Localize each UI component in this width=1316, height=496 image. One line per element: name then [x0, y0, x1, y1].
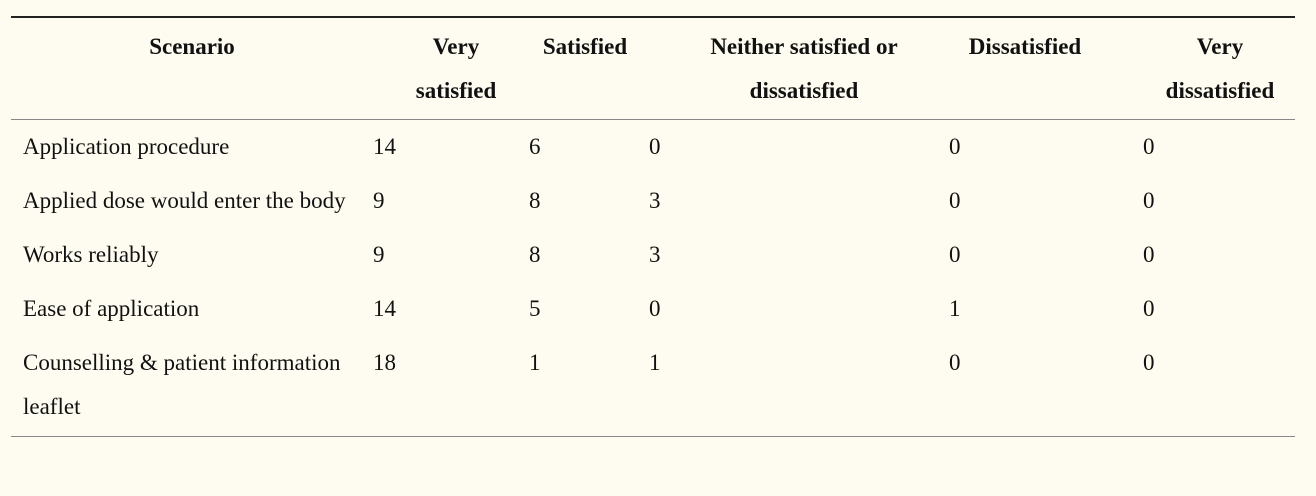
cell-scenario: Counselling & patient information leafle…: [23, 350, 341, 419]
cell-dissatisfied: 0: [949, 242, 961, 267]
cell-neither: 1: [649, 350, 661, 375]
cell-dissatisfied: 1: [949, 296, 961, 321]
cell-satisfied: 1: [529, 350, 541, 375]
cell-very-satisfied: 9: [373, 188, 385, 213]
table-body: Application procedure 14 6 0 0 0 Applied…: [11, 120, 1295, 437]
cell-dissatisfied: 0: [949, 188, 961, 213]
cell-dissatisfied: 0: [949, 350, 961, 375]
table-row: Application procedure 14 6 0 0 0: [11, 120, 1295, 175]
header-neither: Neither satisfied or dissatisfied: [710, 34, 898, 103]
header-very-satisfied: Very satisfied: [415, 34, 497, 103]
header-row: Scenario Very satisfied Satisfied Neithe…: [11, 17, 1295, 120]
cell-very-dissatisfied: 0: [1143, 242, 1155, 267]
cell-very-satisfied: 14: [373, 296, 396, 321]
cell-satisfied: 5: [529, 296, 541, 321]
cell-scenario: Application procedure: [23, 134, 230, 159]
table-header: Scenario Very satisfied Satisfied Neithe…: [11, 17, 1295, 120]
cell-neither: 3: [649, 242, 661, 267]
cell-very-dissatisfied: 0: [1143, 296, 1155, 321]
cell-neither: 0: [649, 296, 661, 321]
cell-neither: 0: [649, 134, 661, 159]
cell-very-satisfied: 9: [373, 242, 385, 267]
header-dissatisfied: Dissatisfied: [968, 34, 1082, 59]
satisfaction-table: Scenario Very satisfied Satisfied Neithe…: [11, 16, 1295, 437]
cell-satisfied: 8: [529, 188, 541, 213]
cell-scenario: Works reliably: [23, 242, 159, 267]
cell-scenario: Applied dose would enter the body: [23, 188, 346, 213]
header-very-dissatisfied: Very dissatisfied: [1165, 34, 1275, 103]
cell-very-dissatisfied: 0: [1143, 134, 1155, 159]
cell-very-dissatisfied: 0: [1143, 188, 1155, 213]
cell-satisfied: 6: [529, 134, 541, 159]
header-satisfied: Satisfied: [542, 34, 628, 59]
header-scenario: Scenario: [149, 34, 235, 59]
cell-dissatisfied: 0: [949, 134, 961, 159]
cell-neither: 3: [649, 188, 661, 213]
table-row: Counselling & patient information leafle…: [11, 336, 1295, 437]
cell-very-dissatisfied: 0: [1143, 350, 1155, 375]
cell-very-satisfied: 18: [373, 350, 396, 375]
table-row: Works reliably 9 8 3 0 0: [11, 228, 1295, 282]
table-row: Applied dose would enter the body 9 8 3 …: [11, 174, 1295, 228]
table-row: Ease of application 14 5 0 1 0: [11, 282, 1295, 336]
satisfaction-table-container: Scenario Very satisfied Satisfied Neithe…: [11, 16, 1295, 437]
cell-satisfied: 8: [529, 242, 541, 267]
cell-very-satisfied: 14: [373, 134, 396, 159]
cell-scenario: Ease of application: [23, 296, 200, 321]
